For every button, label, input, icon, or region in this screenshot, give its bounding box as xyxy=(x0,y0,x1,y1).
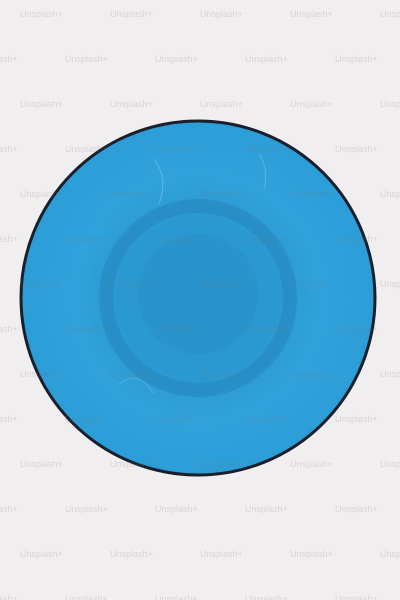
watermark-text: Unsplash+ xyxy=(110,99,153,109)
watermark-text: Unsplash+ xyxy=(0,504,18,514)
watermark-text: Unsplash+ xyxy=(155,504,198,514)
watermark-text: Unsplash+ xyxy=(380,459,400,469)
watermark-text: Unsplash+ xyxy=(65,54,108,64)
watermark-text: Unsplash+ xyxy=(200,99,243,109)
watermark-text: Unsplash+ xyxy=(0,234,18,244)
center-shading xyxy=(138,234,258,354)
blue-circle-graphic xyxy=(19,119,377,477)
watermark-text: Unsplash+ xyxy=(0,414,18,424)
watermark-text: Unsplash+ xyxy=(290,549,333,559)
watermark-text: Unsplash+ xyxy=(65,504,108,514)
watermark-text: Unsplash+ xyxy=(110,9,153,19)
watermark-text: Unsplash+ xyxy=(65,594,108,600)
watermark-text: Unsplash+ xyxy=(245,504,288,514)
watermark-text: Unsplash+ xyxy=(380,279,400,289)
watermark-text: Unsplash+ xyxy=(0,54,18,64)
watermark-text: Unsplash+ xyxy=(290,99,333,109)
watermark-text: Unsplash+ xyxy=(155,594,198,600)
watermark-text: Unsplash+ xyxy=(20,99,63,109)
watermark-text: Unsplash+ xyxy=(335,54,378,64)
watermark-text: Unsplash+ xyxy=(380,549,400,559)
blue-circle xyxy=(19,119,377,477)
watermark-text: Unsplash+ xyxy=(0,594,18,600)
watermark-text: Unsplash+ xyxy=(380,189,400,199)
watermark-text: Unsplash+ xyxy=(335,594,378,600)
watermark-text: Unsplash+ xyxy=(200,549,243,559)
watermark-text: Unsplash+ xyxy=(20,9,63,19)
watermark-text: Unsplash+ xyxy=(0,144,18,154)
watermark-text: Unsplash+ xyxy=(290,9,333,19)
watermark-text: Unsplash+ xyxy=(380,99,400,109)
watermark-text: Unsplash+ xyxy=(0,324,18,334)
watermark-text: Unsplash+ xyxy=(155,54,198,64)
watermark-text: Unsplash+ xyxy=(200,9,243,19)
watermark-text: Unsplash+ xyxy=(245,594,288,600)
watermark-text: Unsplash+ xyxy=(110,549,153,559)
watermark-text: Unsplash+ xyxy=(245,54,288,64)
watermark-text: Unsplash+ xyxy=(335,504,378,514)
watermark-text: Unsplash+ xyxy=(380,9,400,19)
watermark-text: Unsplash+ xyxy=(380,369,400,379)
watermark-text: Unsplash+ xyxy=(20,549,63,559)
